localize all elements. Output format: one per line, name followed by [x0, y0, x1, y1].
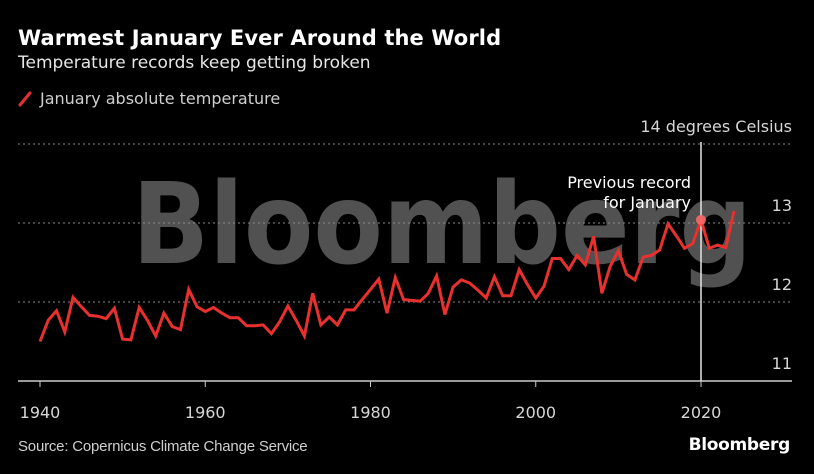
series-layer	[38, 210, 736, 343]
x-tick-label: 1940	[20, 403, 61, 422]
legend-line-icon	[18, 91, 32, 106]
chart-subtitle: Temperature records keep getting broken	[18, 53, 371, 73]
watermark-layer: Bloomberg	[132, 160, 752, 290]
series-line	[38, 210, 736, 343]
y-axis-unit-label: 14 degrees Celsius	[640, 117, 792, 136]
chart-title: Warmest January Ever Around the World	[18, 26, 502, 50]
y-tick-label: 13	[772, 196, 792, 215]
source-note: Source: Copernicus Climate Change Servic…	[18, 438, 308, 455]
legend: January absolute temperature	[18, 89, 280, 108]
x-tick-label: 2020	[681, 403, 722, 422]
x-tick-label: 1980	[350, 403, 391, 422]
watermark-text: Bloomberg	[132, 160, 752, 290]
x-tick-label: 2000	[515, 403, 556, 422]
record-marker	[696, 214, 706, 225]
y-axis-labels: 11 12 13 14 degrees Celsius	[640, 117, 792, 373]
gridlines	[18, 143, 792, 303]
x-axis: 1940 1960 1980 2000 2020	[18, 380, 792, 422]
annotation-text: for January	[603, 193, 691, 212]
x-tick-label: 1960	[185, 403, 226, 422]
brand-logo: Bloomberg	[688, 435, 791, 455]
annotation-text: Previous record	[567, 173, 691, 192]
y-tick-label: 11	[772, 354, 792, 373]
y-tick-label: 12	[772, 275, 792, 294]
legend-label: January absolute temperature	[40, 89, 281, 108]
